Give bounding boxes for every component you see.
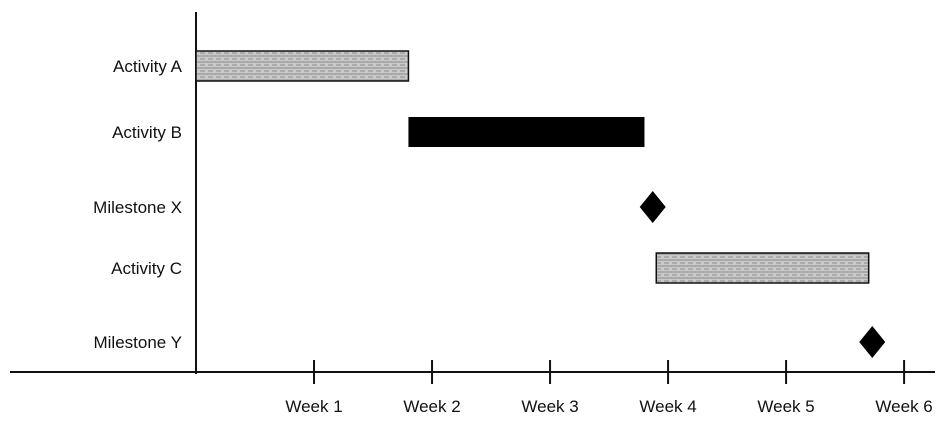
x-tick-label: Week 3	[521, 397, 578, 416]
activity-bar	[408, 117, 645, 147]
row-label: Milestone X	[93, 198, 182, 217]
x-tick-label: Week 5	[757, 397, 814, 416]
activity-bar	[195, 50, 410, 82]
row-label: Activity C	[111, 259, 182, 278]
rows: Activity A Activity B Milestone X Activity …	[93, 50, 886, 358]
row-label: Activity A	[113, 57, 183, 76]
activity-bar	[655, 252, 870, 284]
x-tick-label: Week 6	[875, 397, 932, 416]
x-ticks: Week 1 Week 2 Week 3 Week 4 Week 5 Week 6	[285, 360, 933, 416]
x-tick-label: Week 1	[285, 397, 342, 416]
x-tick-label: Week 4	[639, 397, 696, 416]
milestone-diamond	[859, 326, 886, 358]
milestone-diamond	[639, 191, 666, 223]
row-label: Activity B	[112, 123, 182, 142]
x-tick-label: Week 2	[403, 397, 460, 416]
row-label: Milestone Y	[93, 333, 182, 352]
